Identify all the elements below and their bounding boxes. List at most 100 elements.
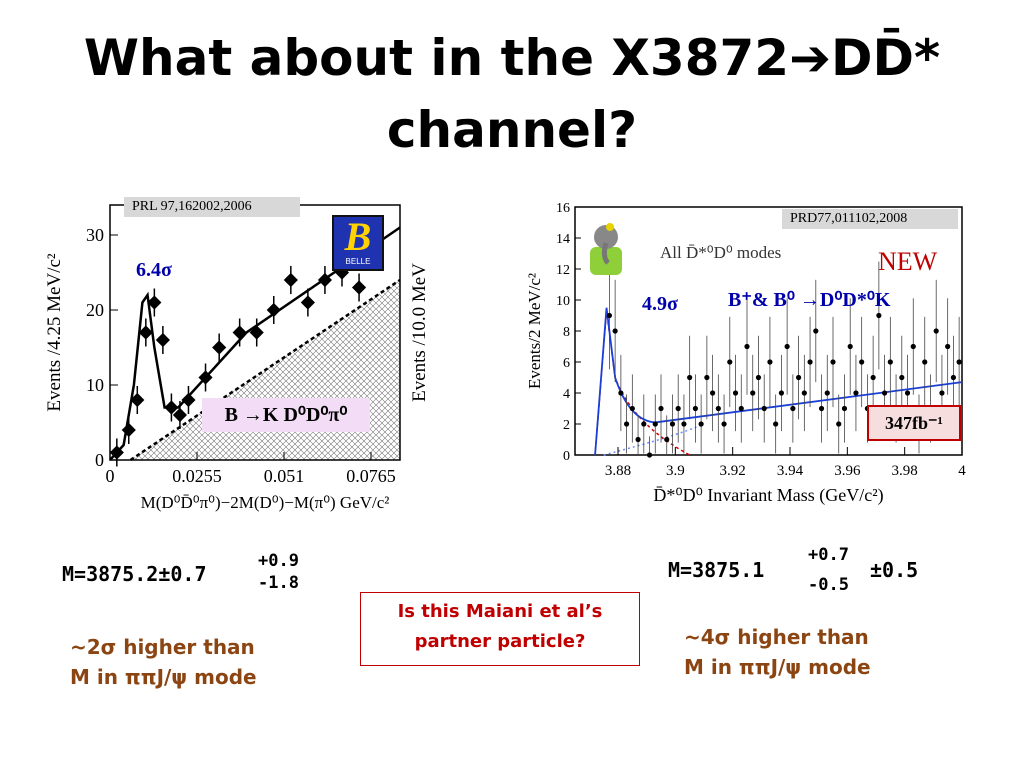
- right-err-down: -0.5: [808, 575, 849, 595]
- question-box: Is this Maiani et al’s partner particle?: [360, 592, 640, 666]
- belle-logo-letter: B: [344, 214, 372, 259]
- data-point: [836, 421, 842, 427]
- belle-logo-sub: BELLE: [345, 257, 371, 266]
- left-note: ~2σ higher than M in ππJ/ψ mode: [70, 632, 257, 692]
- data-point: [750, 390, 756, 396]
- data-point: [784, 343, 790, 350]
- data-point: [698, 421, 704, 427]
- data-point: [181, 392, 196, 408]
- data-point: [351, 280, 367, 295]
- data-point: [612, 328, 618, 334]
- data-point: [744, 343, 750, 350]
- right-mass-error: +0.7 -0.5: [808, 540, 849, 600]
- left-mass-error: +0.9 -1.8: [258, 550, 299, 594]
- data-point: [738, 405, 744, 412]
- data-point: [922, 359, 928, 365]
- data-point: [755, 374, 762, 381]
- data-point: [147, 295, 162, 310]
- x-tick-label: 0: [106, 466, 115, 486]
- data-point: [121, 422, 136, 438]
- data-point: [778, 390, 784, 396]
- y-tick-label: 10: [556, 294, 570, 309]
- data-point: [847, 343, 853, 350]
- data-point: [164, 400, 179, 415]
- left-note-line1: ~2σ higher than: [70, 635, 255, 659]
- x-axis-label: D̄*⁰D⁰ Invariant Mass (GeV/c²): [653, 485, 883, 506]
- left-figure: 0 0.0255 0.051 0.0765 0 10 20 30 Events /4.25 Me…: [40, 195, 440, 515]
- data-point: [664, 436, 670, 443]
- data-point: [618, 390, 624, 396]
- data-point: [773, 421, 779, 427]
- data-point: [669, 421, 676, 427]
- right-chart: 3.88 3.9 3.92 3.94 3.96 3.98 4 0 2 4 6 8 10 12 14 16 Eve…: [525, 201, 966, 506]
- data-point: [859, 359, 865, 365]
- data-point: [138, 325, 153, 340]
- y-tick-label: 4: [563, 387, 570, 402]
- left-err-up: +0.9: [258, 551, 299, 571]
- data-point: [109, 445, 124, 460]
- left-err-down: -1.8: [258, 573, 299, 593]
- data-point: [300, 295, 315, 310]
- data-point: [761, 405, 767, 412]
- x-tick-label: 4: [958, 463, 966, 479]
- question-line2: partner particle?: [414, 631, 586, 652]
- data-point: [721, 421, 727, 427]
- data-point: [767, 359, 773, 365]
- data-point: [646, 452, 653, 458]
- slide-title-line2: channel?: [386, 101, 638, 159]
- data-point: [658, 405, 664, 412]
- data-point: [629, 405, 635, 412]
- data-point: [198, 370, 213, 385]
- right-note-line2: M in ππJ/ψ mode: [684, 655, 871, 679]
- background-curve: [129, 278, 401, 462]
- data-point: [910, 343, 916, 350]
- data-point: [945, 343, 951, 350]
- slide-title-line1: What about in the X3872➔DD̄*: [0, 28, 1024, 88]
- data-point: [624, 421, 630, 427]
- right-note: ~4σ higher than M in ππJ/ψ mode: [684, 622, 871, 682]
- y-tick-label: 0: [95, 450, 104, 470]
- x-tick-label: 3.9: [666, 463, 685, 479]
- data-point: [841, 405, 848, 412]
- data-point: [950, 374, 956, 381]
- data-point: [904, 390, 911, 396]
- data-point: [675, 405, 681, 412]
- y-tick-label: 20: [86, 300, 104, 320]
- y-axis-label: Events/2 MeV/c²: [525, 273, 544, 389]
- left-mode-label: B →K D⁰D⁰π⁰: [202, 398, 370, 432]
- data-point: [830, 359, 836, 365]
- data-point: [652, 421, 658, 427]
- x-tick-label: 3.96: [834, 463, 861, 479]
- data-point: [635, 436, 641, 443]
- right-err-up: +0.7: [808, 545, 849, 565]
- y-tick-label: 12: [556, 263, 570, 278]
- y-tick-label: 2: [563, 418, 570, 433]
- data-point: [956, 359, 962, 365]
- title-text: What about in the X3872: [83, 29, 790, 87]
- y-axis-label: Events /4.25 MeV/c²: [44, 253, 65, 412]
- right-mode-label: B⁺& B⁰ →D⁰D*⁰K: [728, 289, 891, 311]
- x-tick-label: 0.0765: [346, 466, 396, 486]
- x-tick-label: 3.94: [777, 463, 804, 479]
- data-point: [641, 421, 647, 427]
- title-text-tail: DD̄*: [831, 29, 941, 87]
- data-point: [853, 390, 859, 396]
- data-point: [727, 359, 733, 365]
- y-tick-label: 16: [556, 201, 570, 216]
- y-tick-label: 8: [563, 325, 570, 340]
- left-reference: PRL 97,162002,2006: [124, 197, 300, 217]
- data-point: [882, 390, 888, 396]
- data-point: [939, 390, 945, 396]
- data-point: [876, 312, 882, 319]
- data-point: [692, 405, 698, 412]
- right-mass-value: M=3875.1: [668, 558, 765, 582]
- data-point: [266, 302, 281, 318]
- right-legend: All D̄*⁰D⁰ modes: [660, 243, 782, 262]
- x-tick-label: 3.88: [605, 463, 631, 479]
- question-line1: Is this Maiani et al’s: [397, 601, 603, 622]
- x-tick-label: 3.92: [720, 463, 746, 479]
- data-point: [933, 328, 939, 334]
- data-point: [172, 407, 188, 423]
- data-point: [710, 390, 716, 396]
- left-significance: 6.4σ: [136, 259, 172, 281]
